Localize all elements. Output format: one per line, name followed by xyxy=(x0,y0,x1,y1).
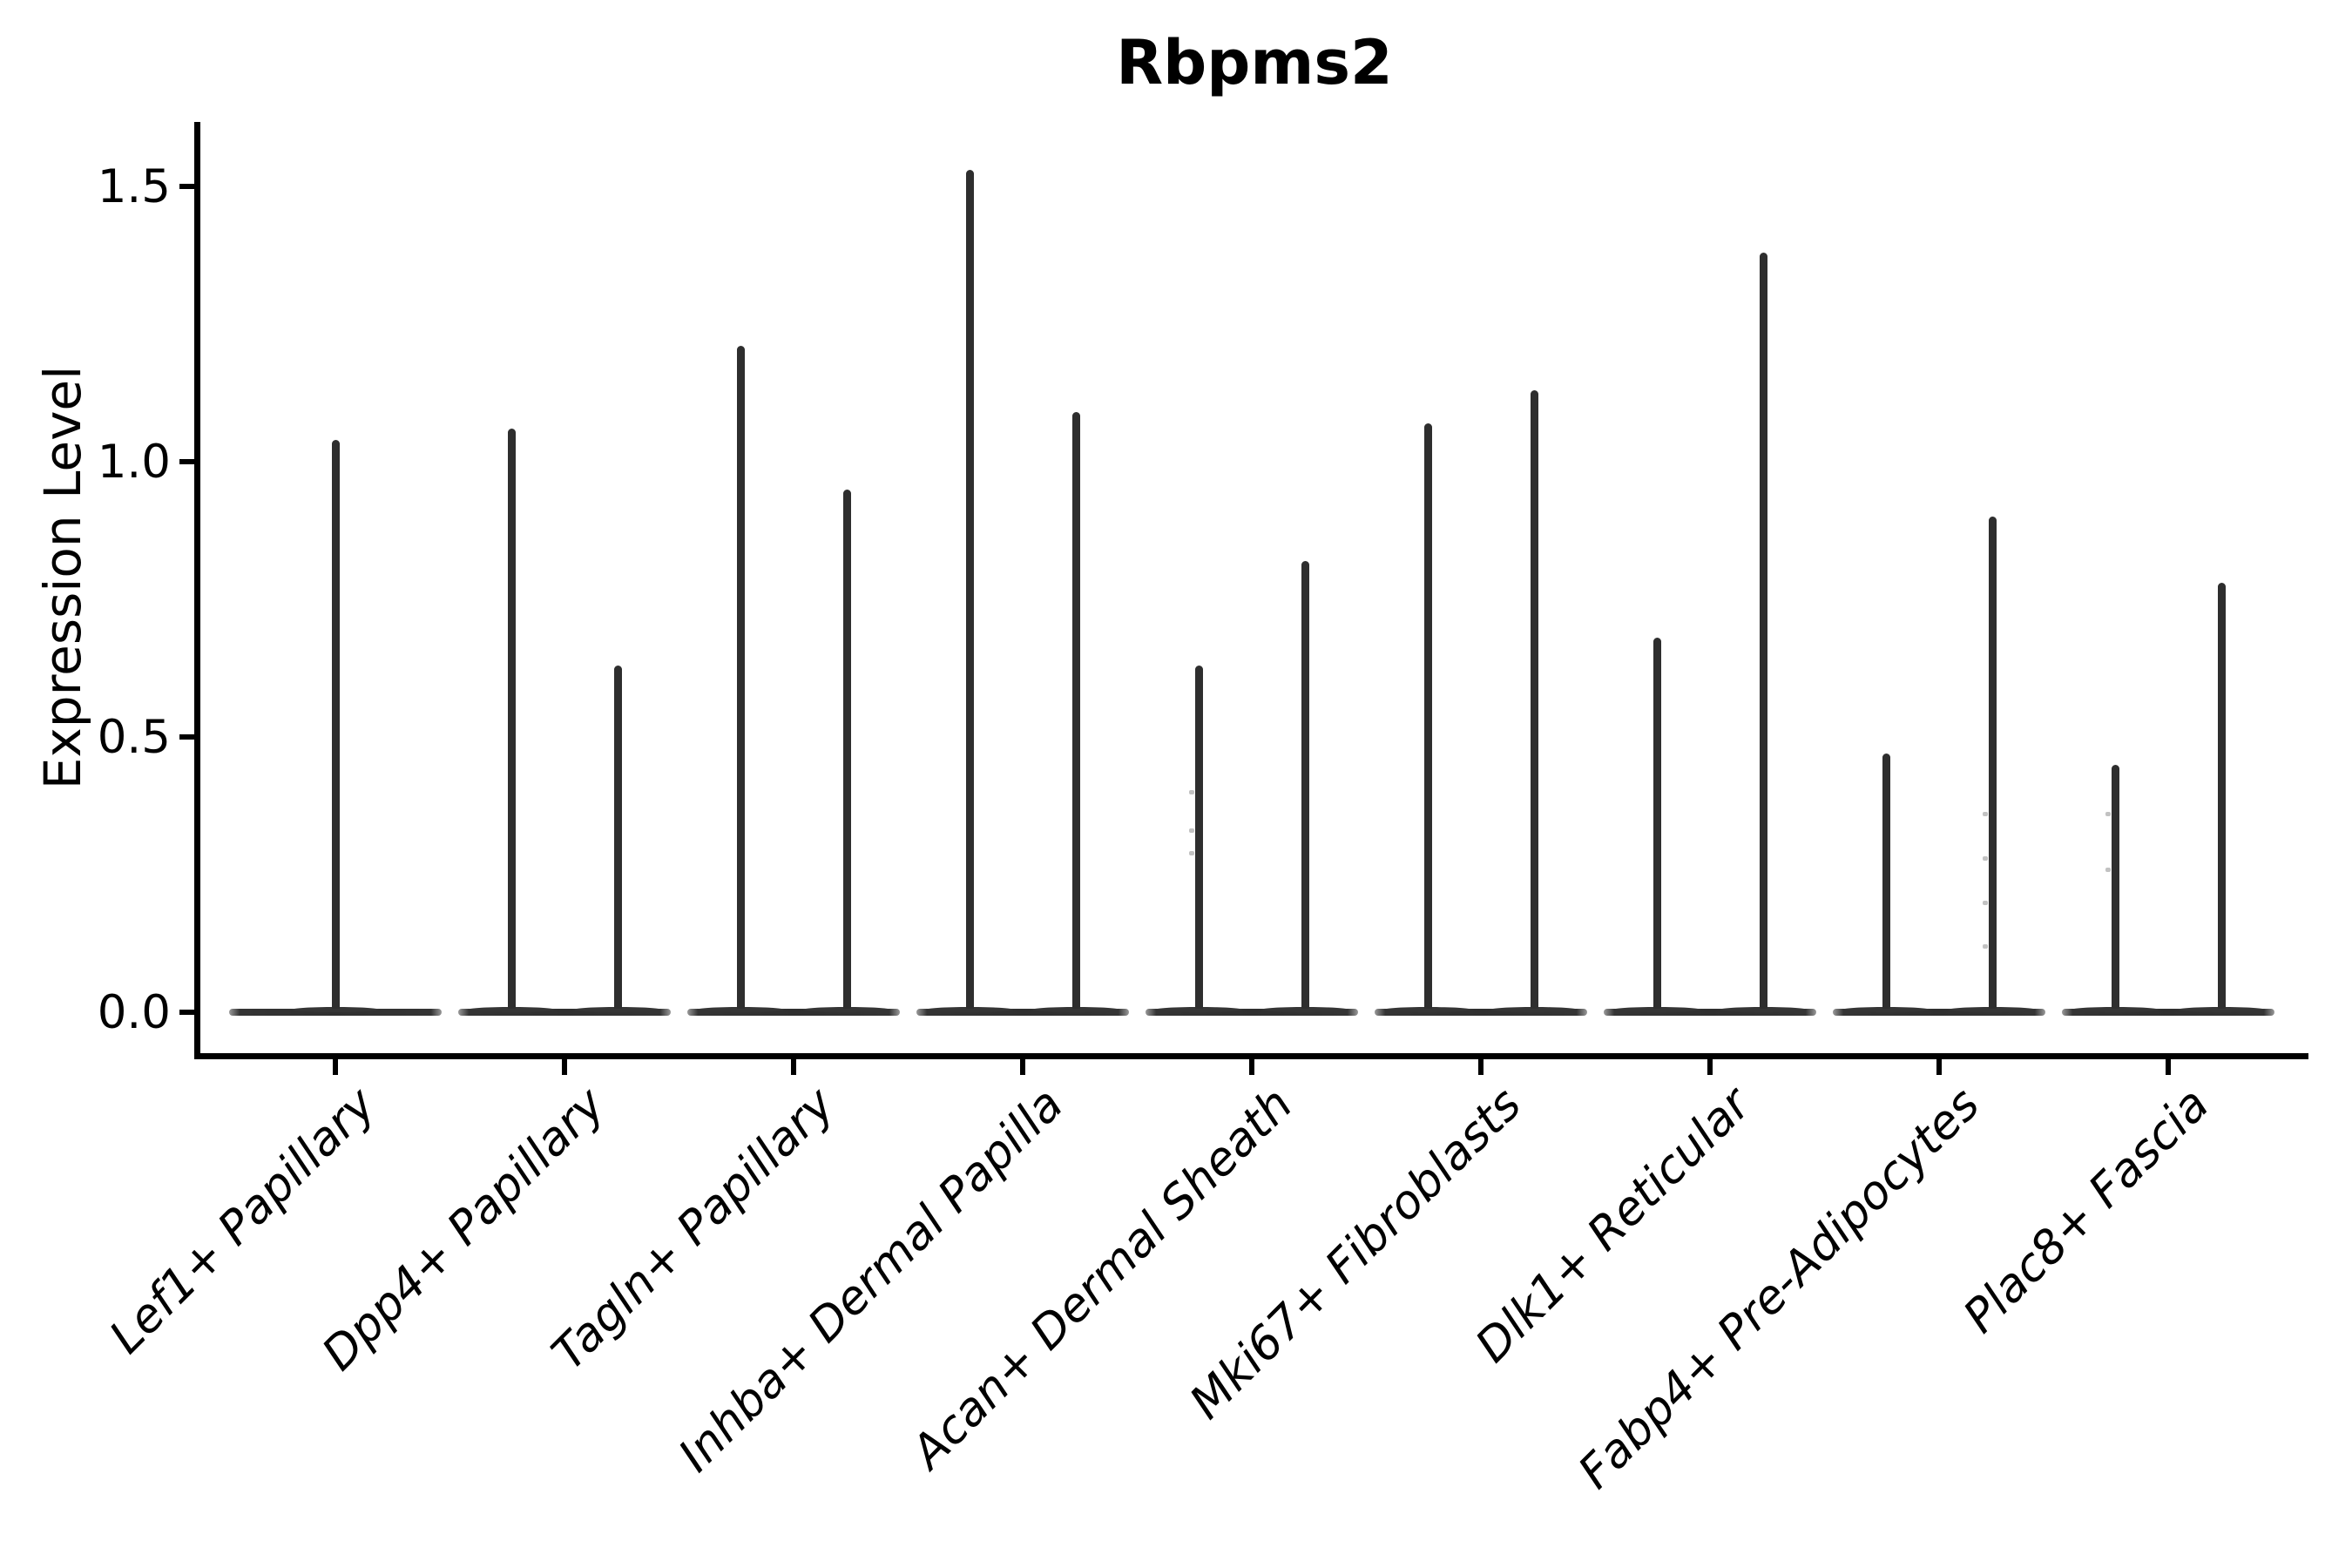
violin-base-hump xyxy=(2178,1007,2265,1012)
y-tick xyxy=(179,1010,194,1015)
violin-zero-baseline xyxy=(687,1009,900,1016)
violin-zero-baseline xyxy=(2062,1009,2274,1016)
violin-zero-baseline xyxy=(1604,1009,1816,1016)
x-tick xyxy=(562,1059,567,1075)
violin-spike xyxy=(1423,422,1432,1009)
x-tick xyxy=(1478,1059,1484,1075)
x-tick xyxy=(1020,1059,1025,1075)
violin-spike xyxy=(2217,583,2226,1009)
violin-spike xyxy=(1882,753,1890,1009)
y-tick xyxy=(179,459,194,464)
plot-title: Rbpms2 xyxy=(1116,27,1393,98)
violin-spike xyxy=(965,170,974,1009)
x-axis-spine xyxy=(194,1053,2308,1059)
violin-spike xyxy=(1530,389,1538,1009)
violin-base-hump xyxy=(803,1007,890,1012)
y-tick-label: 1.0 xyxy=(97,436,171,489)
y-tick xyxy=(179,184,194,189)
violin-base-hump xyxy=(926,1007,1013,1012)
violin-cell-speck xyxy=(2105,867,2111,872)
y-tick-label: 0.0 xyxy=(97,986,171,1039)
violin-spike xyxy=(1652,638,1661,1009)
x-category-label: Plac8+ Fascia xyxy=(1953,1078,2220,1344)
violin-cell-speck xyxy=(1188,850,1194,855)
violin-spike xyxy=(613,665,622,1009)
y-tick-label: 0.5 xyxy=(97,711,171,764)
violin-cell-speck xyxy=(1982,856,1988,862)
violin-zero-baseline xyxy=(1833,1009,2045,1016)
violin-spike xyxy=(1071,412,1080,1009)
violin-base-hump xyxy=(1613,1007,1700,1012)
x-tick xyxy=(1936,1059,1942,1075)
violin-spike xyxy=(1759,252,1767,1009)
violin-base-hump xyxy=(1490,1007,1578,1012)
violin-spike xyxy=(1301,560,1309,1009)
violin-cell-speck xyxy=(2105,812,2111,817)
violin-base-hump xyxy=(1155,1007,1242,1012)
violin-base-hump xyxy=(2072,1007,2159,1012)
violin-base-hump xyxy=(468,1007,555,1012)
x-category-label: Fabp4+ Pre-Adipocytes xyxy=(1568,1078,1990,1499)
x-tick xyxy=(1707,1059,1713,1075)
violin-base-hump xyxy=(574,1007,661,1012)
violin-zero-baseline xyxy=(916,1009,1129,1016)
x-category-label: Acan+ Dermal Sheath xyxy=(901,1078,1303,1479)
violin-base-hump xyxy=(1384,1007,1471,1012)
x-category-label: Inhba+ Dermal Papilla xyxy=(668,1078,1074,1483)
violin-base-hump xyxy=(1720,1007,1807,1012)
violin-base-hump xyxy=(697,1007,784,1012)
violin-base-hump xyxy=(292,1007,379,1012)
violin-zero-baseline xyxy=(229,1009,442,1016)
violin-base-hump xyxy=(1842,1007,1930,1012)
x-tick xyxy=(791,1059,796,1075)
violin-cell-speck xyxy=(1188,828,1194,834)
violin-base-hump xyxy=(1032,1007,1119,1012)
violin-cell-speck xyxy=(1982,812,1988,817)
violin-spike xyxy=(1194,665,1203,1009)
violin-cell-speck xyxy=(1982,944,1988,950)
violin-base-hump xyxy=(1949,1007,2036,1012)
y-axis-spine xyxy=(194,122,200,1059)
violin-cell-speck xyxy=(1188,790,1194,795)
violin-zero-baseline xyxy=(458,1009,671,1016)
violin-spike xyxy=(507,429,516,1009)
violin-zero-baseline xyxy=(1375,1009,1587,1016)
x-tick xyxy=(333,1059,338,1075)
violin-base-hump xyxy=(1261,1007,1348,1012)
violin-spike xyxy=(842,489,851,1009)
violin-cell-speck xyxy=(1982,900,1988,905)
violin-spike xyxy=(736,346,745,1009)
x-tick xyxy=(1249,1059,1254,1075)
violin-spike xyxy=(2111,764,2119,1009)
violin-spike xyxy=(1988,517,1997,1009)
y-tick xyxy=(179,734,194,740)
violin-spike xyxy=(331,439,340,1009)
y-tick-label: 1.5 xyxy=(97,160,171,213)
x-tick xyxy=(2166,1059,2171,1075)
violin-zero-baseline xyxy=(1146,1009,1358,1016)
